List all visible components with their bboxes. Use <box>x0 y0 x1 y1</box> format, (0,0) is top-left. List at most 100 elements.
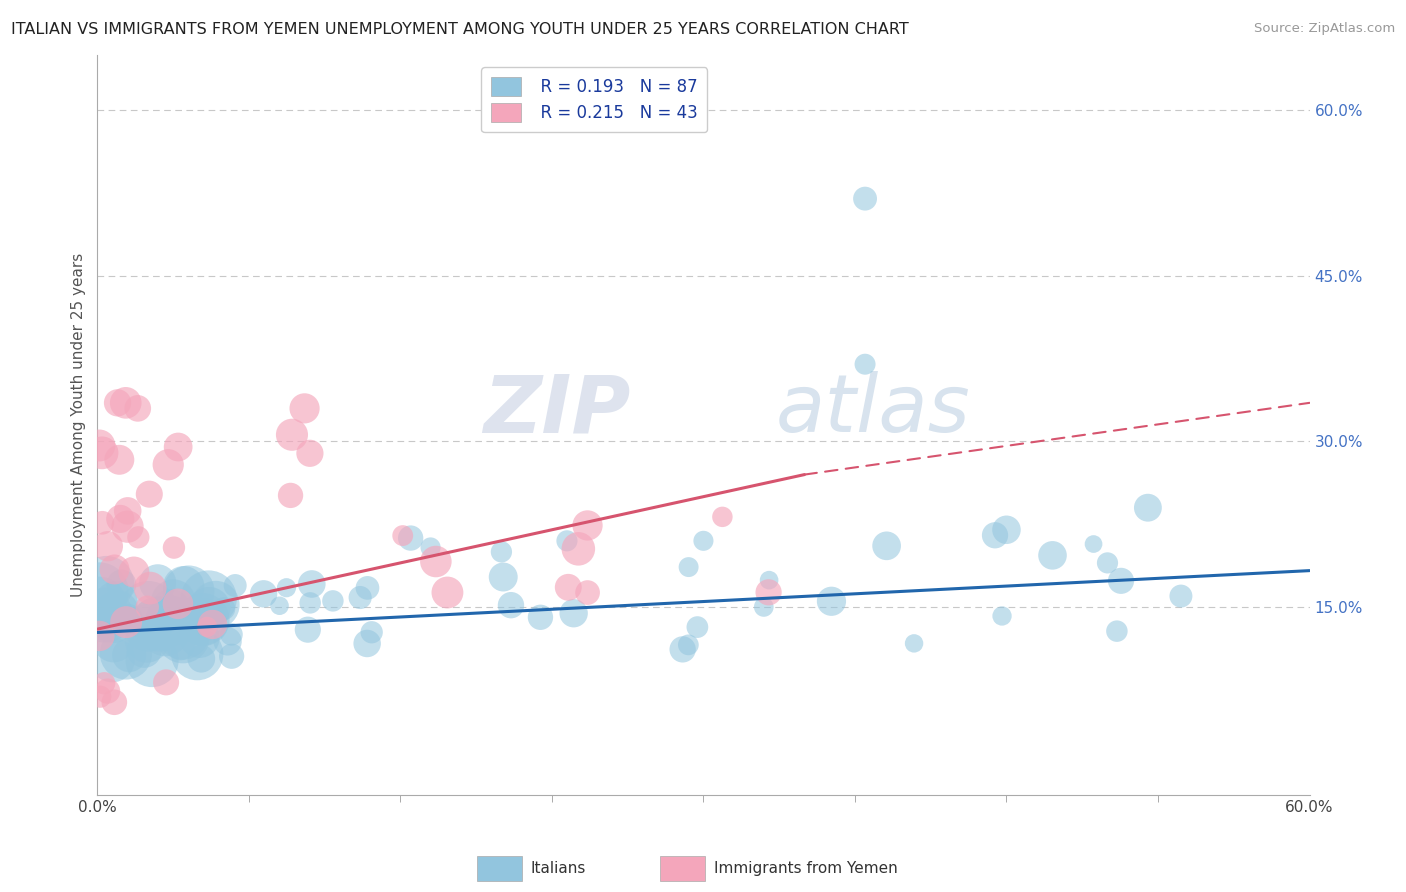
Point <box>159 614 181 628</box>
Point <box>499 598 522 612</box>
Point <box>391 528 413 542</box>
Point <box>557 580 579 594</box>
Point <box>94 608 117 623</box>
Point <box>177 584 200 599</box>
Point <box>136 603 159 617</box>
Point <box>136 633 159 648</box>
Point <box>758 585 780 599</box>
Point <box>191 615 214 629</box>
Point <box>89 618 111 632</box>
Point <box>117 504 139 518</box>
Point <box>252 587 274 601</box>
Point <box>162 595 184 609</box>
Point <box>1170 589 1192 603</box>
Point <box>425 555 447 569</box>
Point <box>107 396 129 410</box>
Point <box>419 541 441 555</box>
Point <box>195 620 218 634</box>
Point <box>90 613 112 627</box>
Point <box>356 581 378 595</box>
Point <box>91 446 114 460</box>
Point <box>1105 624 1128 639</box>
Point <box>752 599 775 614</box>
Point <box>97 539 120 553</box>
Point <box>103 634 125 648</box>
Point <box>322 594 344 608</box>
Point <box>167 597 190 611</box>
Point <box>197 591 219 606</box>
Point <box>212 601 235 615</box>
Point <box>491 545 513 559</box>
Point <box>820 594 842 608</box>
Point <box>492 570 515 584</box>
Point <box>269 599 291 613</box>
Point <box>104 596 127 610</box>
Point <box>114 396 136 410</box>
Point <box>103 615 125 629</box>
Text: Immigrants from Yemen: Immigrants from Yemen <box>714 862 897 876</box>
Point <box>436 585 458 599</box>
Point <box>204 598 226 612</box>
Point <box>678 638 700 652</box>
Point <box>224 578 246 592</box>
Point <box>97 684 120 698</box>
Point <box>678 560 700 574</box>
Legend:   R = 0.193   N = 87,   R = 0.215   N = 43: R = 0.193 N = 87, R = 0.215 N = 43 <box>481 67 707 132</box>
Point <box>139 581 162 595</box>
Point <box>117 519 139 533</box>
Point <box>360 625 382 640</box>
Point <box>89 584 111 599</box>
Point <box>1136 500 1159 515</box>
Point <box>110 577 132 591</box>
Point <box>127 530 149 544</box>
Point <box>299 596 322 610</box>
Point <box>148 616 170 631</box>
Point <box>529 610 551 624</box>
Point <box>188 631 211 645</box>
Point <box>163 541 186 555</box>
Point <box>173 580 195 594</box>
Point <box>301 577 323 591</box>
Point <box>169 639 191 653</box>
Point <box>903 636 925 650</box>
Y-axis label: Unemployment Among Youth under 25 years: Unemployment Among Youth under 25 years <box>72 252 86 597</box>
Point <box>101 653 124 667</box>
Point <box>294 401 316 416</box>
Point <box>356 636 378 650</box>
Point <box>89 438 111 452</box>
Point <box>567 541 589 556</box>
Point <box>115 615 138 629</box>
Point <box>127 401 149 416</box>
Point <box>105 604 128 618</box>
Point <box>201 617 224 632</box>
Point <box>217 634 239 648</box>
Point <box>142 613 165 627</box>
Text: Source: ZipAtlas.com: Source: ZipAtlas.com <box>1254 22 1395 36</box>
Point <box>1083 537 1105 551</box>
Point <box>93 676 115 690</box>
Point <box>190 651 212 665</box>
Point <box>576 585 599 599</box>
Point <box>103 695 125 709</box>
Point <box>134 643 156 657</box>
Text: Italians: Italians <box>531 862 586 876</box>
Point <box>853 357 876 371</box>
Point <box>118 648 141 662</box>
Point <box>186 647 208 661</box>
Point <box>1097 556 1119 570</box>
Point <box>117 611 139 625</box>
Point <box>280 488 302 502</box>
Point <box>297 623 319 637</box>
Point <box>191 613 214 627</box>
Point <box>96 576 118 591</box>
Point <box>115 646 138 660</box>
Point <box>686 620 709 634</box>
Point <box>172 629 194 643</box>
Point <box>146 575 169 590</box>
Point <box>298 446 321 460</box>
Point <box>692 533 714 548</box>
Point <box>672 642 695 657</box>
Point <box>281 427 304 442</box>
Point <box>991 609 1014 624</box>
Point <box>110 512 132 526</box>
